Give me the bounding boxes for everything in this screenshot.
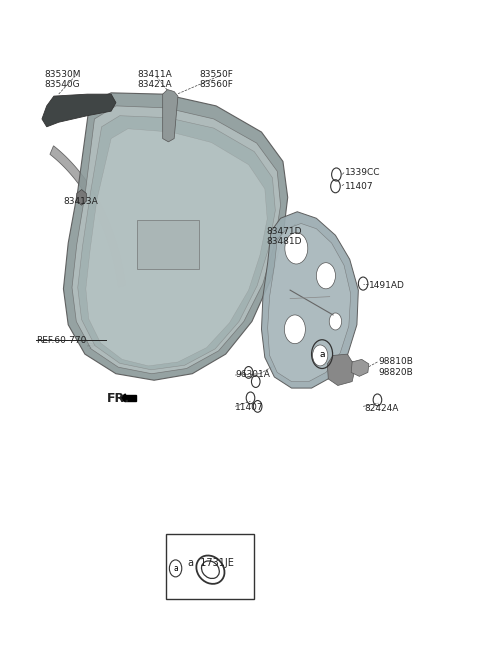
Circle shape xyxy=(312,345,328,366)
Bar xyxy=(166,534,254,599)
Polygon shape xyxy=(327,354,356,386)
Polygon shape xyxy=(268,224,351,382)
Text: a: a xyxy=(173,564,178,573)
Text: 98810B
98820B: 98810B 98820B xyxy=(378,358,413,377)
Polygon shape xyxy=(351,359,369,377)
Polygon shape xyxy=(86,129,267,366)
Text: 83550F
83560F: 83550F 83560F xyxy=(199,70,233,89)
Circle shape xyxy=(316,262,336,289)
Polygon shape xyxy=(124,396,136,401)
Polygon shape xyxy=(120,394,125,402)
Polygon shape xyxy=(77,190,86,205)
Polygon shape xyxy=(63,93,288,380)
Polygon shape xyxy=(42,94,116,127)
Text: 96301A: 96301A xyxy=(235,371,270,379)
Text: 83413A: 83413A xyxy=(63,197,98,207)
Text: FR.: FR. xyxy=(107,392,130,405)
Circle shape xyxy=(329,313,342,330)
Text: 82424A: 82424A xyxy=(364,405,398,413)
Polygon shape xyxy=(50,146,125,287)
Text: REF.60-770: REF.60-770 xyxy=(36,337,86,346)
Polygon shape xyxy=(163,90,178,142)
Text: 83421A: 83421A xyxy=(137,80,172,89)
Text: 83411A: 83411A xyxy=(137,70,172,79)
Text: a: a xyxy=(319,350,325,359)
Polygon shape xyxy=(78,115,276,370)
Text: a  1731JE: a 1731JE xyxy=(188,558,233,568)
Circle shape xyxy=(284,315,305,344)
Bar xyxy=(137,220,199,269)
Text: 1491AD: 1491AD xyxy=(369,281,405,290)
Polygon shape xyxy=(72,106,281,374)
Text: 83530M
83540G: 83530M 83540G xyxy=(44,70,81,89)
Text: 83471D
83481D: 83471D 83481D xyxy=(266,227,302,246)
Polygon shape xyxy=(262,212,359,388)
Text: 11407: 11407 xyxy=(235,403,264,412)
Text: 11407: 11407 xyxy=(345,182,373,192)
Text: 1339CC: 1339CC xyxy=(345,168,381,177)
Circle shape xyxy=(285,233,308,264)
